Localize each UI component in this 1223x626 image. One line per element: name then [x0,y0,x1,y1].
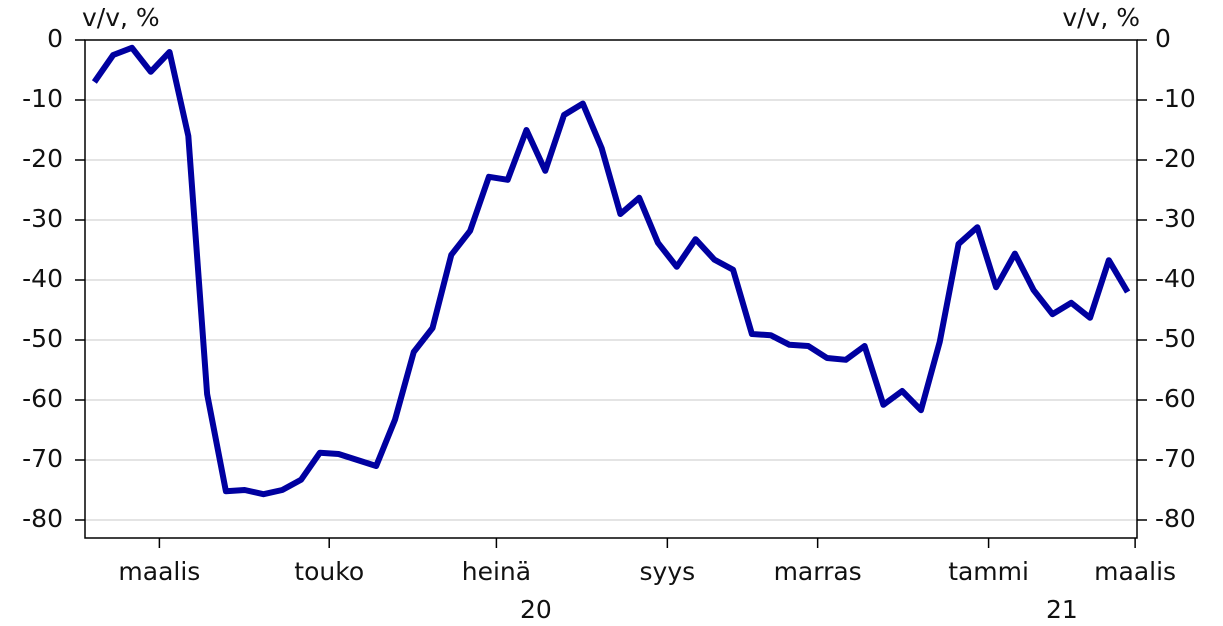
x-tick-label: tammi [948,557,1029,586]
y-tick-label: -30 [22,204,63,233]
x-tick-label: maalis [1094,557,1176,586]
y2-axis-label: v/v, % [1062,3,1140,32]
y-tick-label: -50 [22,324,63,353]
year-label: 20 [520,595,552,624]
year-label: 21 [1046,595,1078,624]
x-tick-label: marras [774,557,862,586]
x-tick-label: touko [294,557,364,586]
x-tick-label: maalis [118,557,200,586]
y2-tick-label: -30 [1155,204,1196,233]
y2-tick-label: -80 [1155,504,1196,533]
y-tick-label: -40 [22,264,63,293]
x-tick-label: heinä [462,557,531,586]
plot-frame [84,39,1138,539]
y-tick-label: 0 [47,24,63,53]
y2-tick-label: 0 [1155,24,1171,53]
y-tick-label: -10 [22,84,63,113]
y2-tick-label: -70 [1155,444,1196,473]
data-line [91,44,1131,498]
y2-tick-label: -60 [1155,384,1196,413]
y2-tick-label: -10 [1155,84,1196,113]
y2-tick-label: -50 [1155,324,1196,353]
y2-tick-label: -40 [1155,264,1196,293]
y-tick-label: -80 [22,504,63,533]
y-tick-label: -70 [22,444,63,473]
y-axis-label: v/v, % [82,3,160,32]
x-tick-label: syys [640,557,696,586]
y2-tick-label: -20 [1155,144,1196,173]
y-tick-label: -20 [22,144,63,173]
y-tick-label: -60 [22,384,63,413]
